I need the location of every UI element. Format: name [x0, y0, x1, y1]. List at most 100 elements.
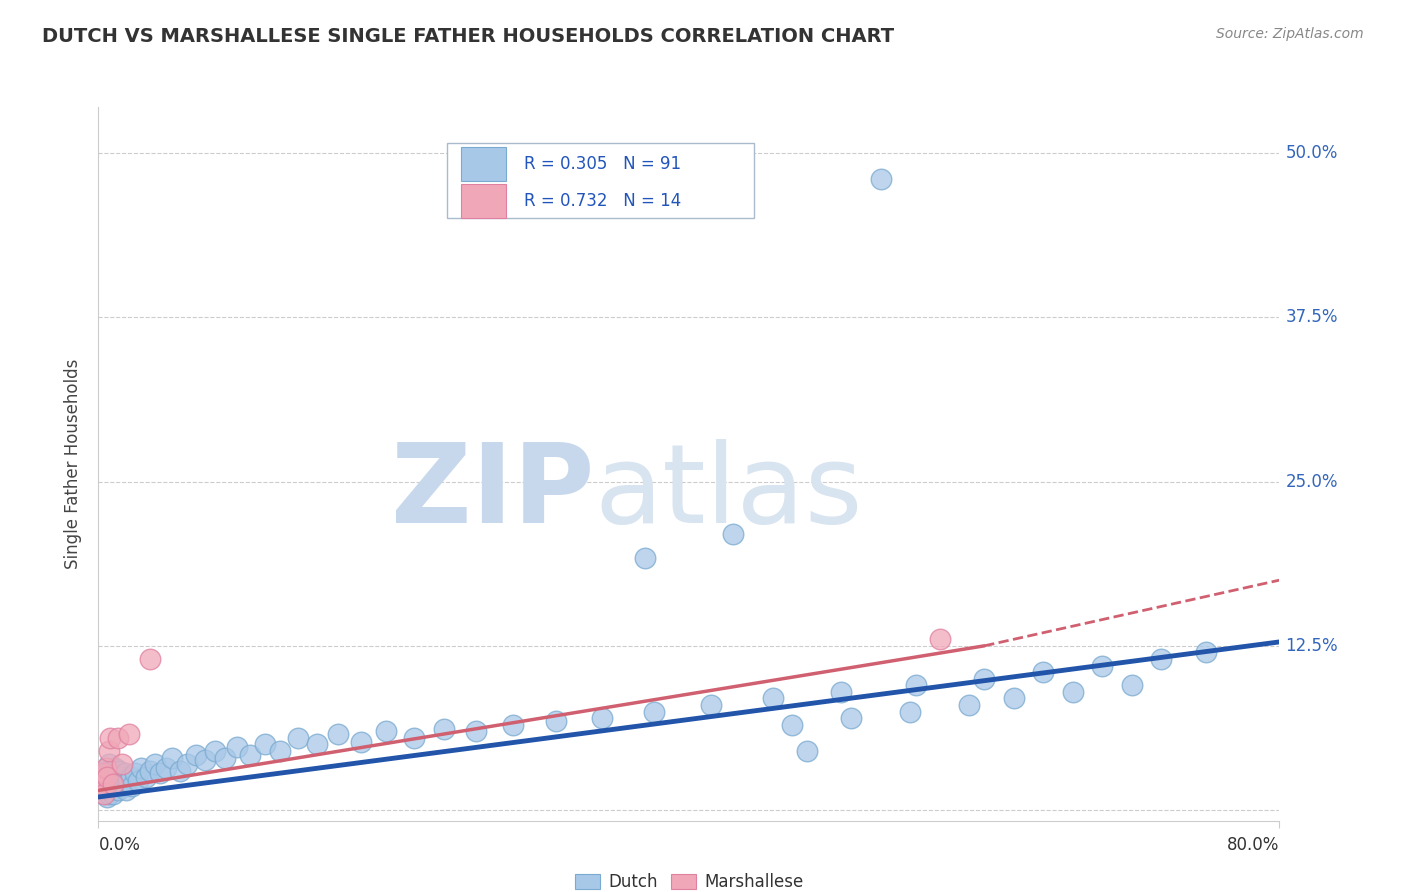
Point	[110, 780, 132, 794]
Point	[93, 788, 115, 802]
Point	[94, 770, 117, 784]
Point	[93, 788, 115, 802]
Point	[1002, 691, 1025, 706]
Point	[90, 774, 112, 789]
Point	[117, 774, 139, 789]
Point	[100, 770, 122, 784]
Point	[129, 761, 152, 775]
Point	[121, 780, 143, 794]
Point	[93, 780, 115, 794]
Point	[107, 731, 129, 745]
Point	[162, 750, 183, 764]
Point	[700, 698, 723, 712]
Point	[305, 738, 328, 752]
Point	[93, 774, 115, 789]
Y-axis label: Single Father Households: Single Father Households	[65, 359, 83, 569]
Point	[254, 738, 277, 752]
Point	[98, 777, 121, 791]
Point	[269, 744, 291, 758]
Point	[103, 766, 125, 780]
FancyBboxPatch shape	[447, 143, 754, 218]
Point	[226, 739, 249, 754]
Text: DUTCH VS MARSHALLESE SINGLE FATHER HOUSEHOLDS CORRELATION CHART: DUTCH VS MARSHALLESE SINGLE FATHER HOUSE…	[42, 27, 894, 45]
Text: ZIP: ZIP	[391, 439, 595, 546]
Text: 50.0%: 50.0%	[1285, 144, 1337, 162]
Point	[98, 764, 121, 778]
Point	[869, 172, 891, 186]
Point	[721, 527, 744, 541]
Point	[97, 744, 120, 758]
Point	[433, 722, 456, 736]
Point	[108, 764, 131, 778]
Point	[127, 774, 149, 789]
Point	[544, 714, 567, 728]
Point	[93, 766, 115, 780]
Text: R = 0.305   N = 91: R = 0.305 N = 91	[523, 154, 681, 173]
Point	[139, 764, 162, 778]
Point	[120, 770, 142, 784]
Point	[973, 672, 995, 686]
Point	[107, 783, 129, 797]
Point	[900, 705, 922, 719]
Point	[633, 550, 655, 565]
Point	[194, 753, 217, 767]
Point	[643, 705, 665, 719]
Point	[1195, 645, 1218, 659]
Point	[176, 757, 198, 772]
Point	[502, 717, 524, 731]
Point	[135, 770, 157, 784]
Point	[94, 783, 117, 797]
Point	[830, 685, 852, 699]
Point	[796, 744, 818, 758]
Point	[1032, 665, 1054, 680]
Point	[94, 764, 117, 778]
Point	[96, 774, 118, 789]
FancyBboxPatch shape	[461, 184, 506, 219]
Text: Source: ZipAtlas.com: Source: ZipAtlas.com	[1216, 27, 1364, 41]
Point	[204, 744, 226, 758]
Point	[591, 711, 613, 725]
Point	[94, 761, 117, 775]
Point	[96, 766, 118, 780]
Point	[124, 766, 146, 780]
Point	[350, 735, 373, 749]
Point	[118, 727, 141, 741]
Point	[91, 780, 114, 794]
Point	[94, 780, 117, 794]
Point	[104, 777, 127, 791]
Text: 12.5%: 12.5%	[1285, 637, 1339, 655]
Text: 25.0%: 25.0%	[1285, 473, 1339, 491]
Point	[100, 780, 122, 794]
Point	[287, 731, 309, 745]
Point	[1150, 652, 1173, 666]
Point	[97, 782, 120, 797]
FancyBboxPatch shape	[461, 146, 506, 181]
Text: atlas: atlas	[595, 439, 863, 546]
Point	[96, 789, 118, 804]
Point	[169, 764, 191, 778]
Point	[239, 747, 262, 762]
Point	[1062, 685, 1084, 699]
Point	[114, 766, 136, 780]
Point	[97, 788, 120, 802]
Point	[326, 727, 349, 741]
Point	[98, 731, 121, 745]
Text: R = 0.732   N = 14: R = 0.732 N = 14	[523, 192, 681, 211]
Point	[143, 757, 166, 772]
Point	[105, 770, 128, 784]
Point	[111, 757, 134, 772]
Point	[97, 772, 120, 786]
Point	[111, 770, 134, 784]
Point	[103, 788, 125, 802]
Point	[375, 724, 398, 739]
Point	[465, 724, 488, 739]
Point	[103, 777, 125, 791]
Point	[108, 774, 131, 789]
Text: 0.0%: 0.0%	[98, 837, 141, 855]
Point	[928, 632, 950, 647]
Text: 37.5%: 37.5%	[1285, 309, 1339, 326]
Point	[214, 750, 236, 764]
Text: 80.0%: 80.0%	[1227, 837, 1279, 855]
Point	[104, 761, 127, 775]
Legend: Dutch, Marshallese: Dutch, Marshallese	[568, 867, 810, 892]
